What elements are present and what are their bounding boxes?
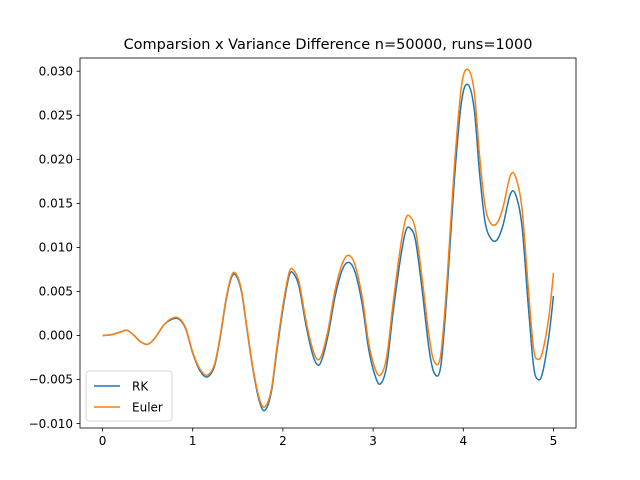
x-tick-label: 1: [189, 434, 197, 448]
x-tick-label: 5: [550, 434, 558, 448]
y-tick-label: 0.000: [39, 329, 73, 343]
y-tick-label: −0.005: [29, 373, 73, 387]
legend-box: [85, 370, 173, 422]
series-line-euler: [102, 68, 555, 408]
legend-label: Euler: [132, 401, 163, 415]
x-tick-label: 4: [459, 434, 467, 448]
y-axis: −0.010 −0.005 0.000 0.005 0.010 0.015 0.020 0.0…: [29, 64, 80, 431]
x-tick-label: 2: [279, 434, 287, 448]
x-tick-label: 0: [99, 434, 107, 448]
legend: RK Euler: [85, 370, 173, 422]
plot-frame: [79, 57, 577, 429]
chart-title: Comparsion x Variance Difference n=50000…: [124, 37, 533, 53]
y-tick-label: 0.010: [39, 241, 73, 255]
x-axis: 0 1 2 3 4 5: [99, 428, 558, 448]
series-group: [102, 68, 555, 412]
x-tick-label: 3: [369, 434, 377, 448]
y-tick-label: 0.030: [39, 64, 73, 78]
y-tick-label: 0.015: [39, 197, 73, 211]
y-tick-label: 0.020: [39, 153, 73, 167]
y-tick-label: 0.005: [39, 285, 73, 299]
y-tick-label: −0.010: [29, 417, 73, 431]
y-tick-label: 0.025: [39, 108, 73, 122]
legend-label: RK: [132, 380, 149, 394]
plot-area: [79, 57, 577, 429]
